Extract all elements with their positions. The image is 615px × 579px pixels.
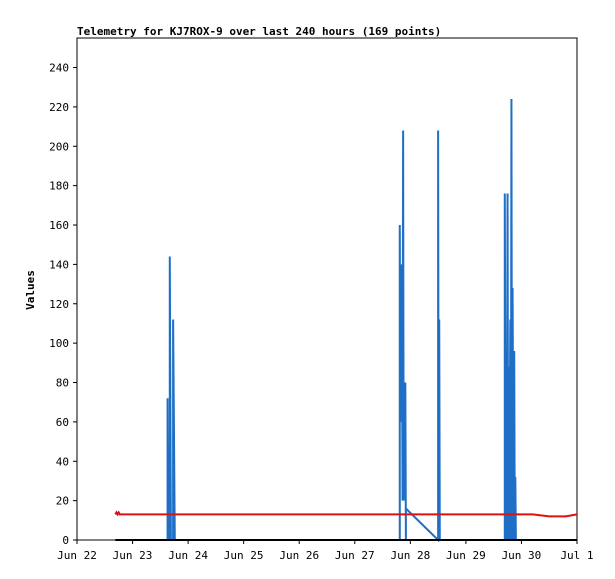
chart-title: Telemetry for KJ7ROX-9 over last 240 hou… [77, 25, 441, 38]
y-tick-label: 80 [56, 377, 69, 390]
x-tick-label: Jun 26 [279, 549, 319, 562]
y-tick-label: 180 [49, 180, 69, 193]
y-tick-label: 40 [56, 455, 69, 468]
y-tick-label: 100 [49, 337, 69, 350]
series-layer [114, 99, 578, 543]
x-axis-ticks: Jun 22 Jun 23 Jun 24 Jun 25 Jun 26 Jun 27 Jun … [57, 540, 594, 562]
y-tick-label: 240 [49, 62, 69, 75]
x-tick-label: Jun 29 [446, 549, 486, 562]
x-tick-label: Jun 24 [168, 549, 208, 562]
y-tick-label: 60 [56, 416, 69, 429]
series-line-1 [115, 99, 522, 543]
y-axis-label: Values [24, 270, 37, 310]
x-tick-label: Jun 28 [390, 549, 430, 562]
x-tick-label: Jun 23 [113, 549, 153, 562]
plot-frame [76, 37, 578, 541]
x-tick-label: Jun 22 [57, 549, 97, 562]
series-line-2 [114, 510, 578, 518]
y-tick-label: 160 [49, 219, 69, 232]
y-tick-label: 200 [49, 140, 69, 153]
y-tick-label: 0 [62, 534, 69, 547]
y-tick-label: 120 [49, 298, 69, 311]
y-tick-label: 20 [56, 495, 69, 508]
y-axis-ticks: 0 20 40 60 80 100 120 140 160 180 200 220 240 [49, 62, 77, 547]
y-tick-label: 140 [49, 258, 69, 271]
y-tick-label: 220 [49, 101, 69, 114]
x-tick-label: Jun 25 [224, 549, 264, 562]
x-tick-label: Jul 1 [560, 549, 593, 562]
x-tick-label: Jun 30 [502, 549, 542, 562]
x-tick-label: Jun 27 [335, 549, 375, 562]
